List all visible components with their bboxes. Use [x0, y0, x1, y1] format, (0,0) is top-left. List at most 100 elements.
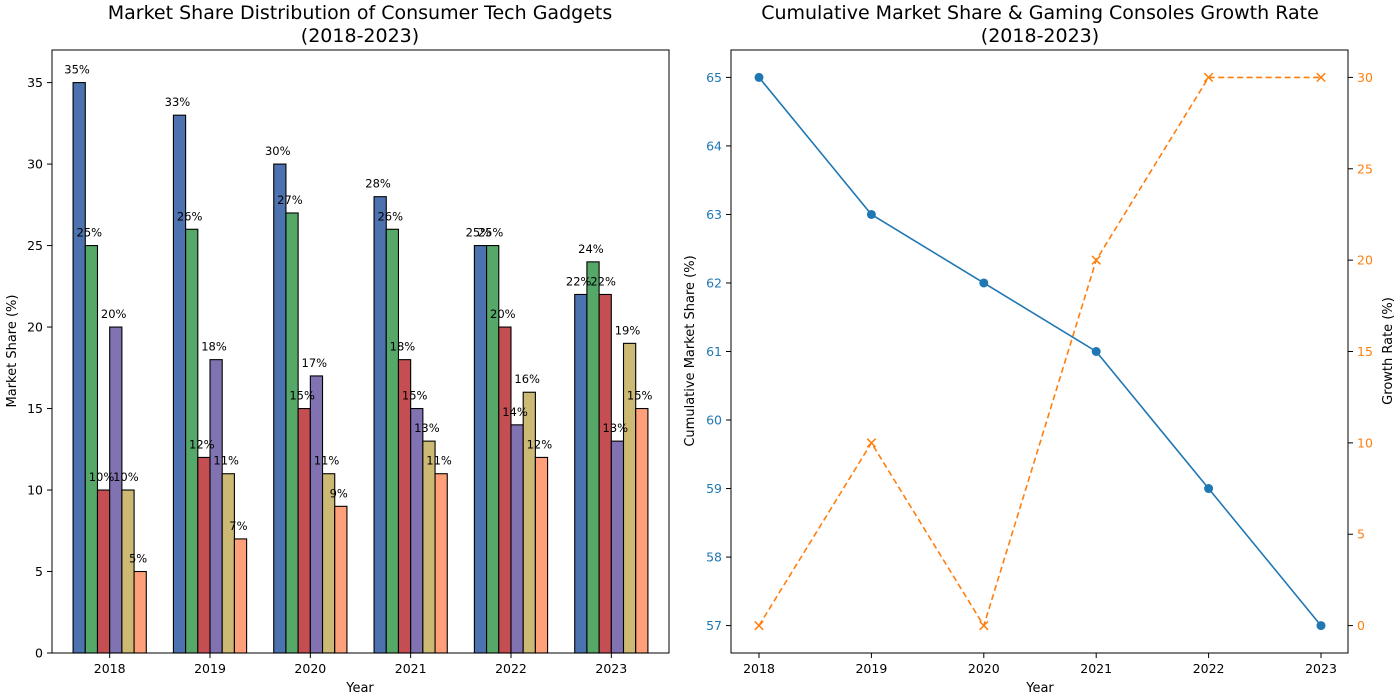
cumulative-share-marker: [1316, 621, 1326, 631]
bar: [334, 505, 348, 654]
bar: [233, 538, 248, 654]
bar-y-axis-label: Market Share (%): [5, 295, 20, 408]
cumulative-share-marker: [866, 209, 876, 219]
bar-data-label: 14%: [502, 405, 528, 419]
x-tick-label: 2019: [855, 661, 887, 676]
x-tick-label: 2018: [94, 661, 126, 676]
bar-data-label: 18%: [201, 340, 227, 354]
x-tick-label: 2023: [1305, 661, 1337, 676]
x-tick-label: 2022: [1193, 661, 1225, 676]
cumulative-share-line: [758, 76, 1322, 627]
bar-data-label: 35%: [64, 63, 90, 77]
bar-chart-subtitle: (2018-2023): [301, 25, 419, 47]
right-y-tick-label: 5: [1357, 527, 1365, 542]
bar: [610, 440, 625, 654]
x-tick-label: 2019: [194, 661, 226, 676]
line-right-y-ticks: 0 5 10 15 20 25 30: [1348, 70, 1373, 633]
bar: [321, 473, 336, 654]
bar: [197, 456, 211, 654]
line-left-y-ticks: 57 58 59 60 61 62 63 64 65: [706, 70, 731, 633]
bar-data-label: 10%: [89, 470, 115, 484]
x-tick-label: 2020: [294, 661, 326, 676]
bar-data-label: 22%: [566, 274, 592, 288]
x-tick-label: 2021: [1080, 661, 1112, 676]
bar-data-label: 30%: [265, 144, 291, 158]
line-x-axis-label: Year: [1025, 681, 1054, 696]
y-tick-label: 25: [27, 238, 43, 253]
bar-plot-frame: [51, 49, 670, 654]
bar: [121, 489, 135, 654]
bar-series-group: [72, 82, 649, 654]
bar-data-label: 22%: [590, 274, 616, 288]
bar-data-label: 20%: [101, 307, 127, 321]
line-plot-frame: [730, 49, 1349, 654]
line-x-ticks: 2018 2019 2020 2021 2022 2023: [743, 653, 1337, 676]
bar-data-label: 15%: [402, 389, 428, 403]
bar: [133, 570, 147, 654]
bar-y-ticks: 0 5 10 15 20 25 30 35: [27, 75, 52, 661]
cumulative-share-marker: [754, 72, 764, 82]
left-y-tick-label: 65: [706, 70, 722, 85]
bar-data-label: 24%: [578, 242, 604, 256]
left-y-tick-label: 58: [706, 550, 722, 565]
growth-rate-marker: [1203, 72, 1214, 83]
right-y-tick-label: 25: [1357, 161, 1373, 176]
bar-data-labels: 35% 25% 10% 20% 10% 5% 33% 26% 12% 18% 11% 7% 30% 27%…: [64, 63, 652, 566]
line-right-y-axis-label: Growth Rate (%): [1381, 297, 1396, 405]
y-tick-label: 35: [27, 75, 43, 90]
bar-data-label: 19%: [615, 323, 641, 337]
bar-data-label: 17%: [302, 356, 328, 370]
bar-data-label: 16%: [514, 372, 540, 386]
bar: [510, 424, 524, 654]
bar: [273, 163, 287, 654]
bar-data-label: 25%: [478, 226, 504, 240]
growth-rate-marker: [754, 620, 764, 631]
bar: [309, 375, 324, 654]
bar-data-label: 15%: [289, 389, 315, 403]
growth-rate-line: [758, 76, 1321, 628]
left-y-tick-label: 61: [706, 344, 722, 359]
y-tick-label: 30: [27, 157, 43, 172]
bar: [385, 228, 400, 654]
line-chart: Cumulative Market Share & Gaming Console…: [683, 2, 1396, 696]
bar: [96, 489, 111, 654]
bar: [209, 359, 223, 654]
left-y-tick-label: 62: [706, 275, 722, 290]
y-tick-label: 20: [27, 320, 43, 335]
bar-data-label: 5%: [129, 552, 147, 566]
bar: [422, 440, 436, 654]
bar: [221, 473, 235, 654]
bar-data-label: 13%: [414, 421, 440, 435]
left-y-tick-label: 64: [706, 138, 722, 153]
bar-data-label: 26%: [377, 209, 403, 223]
bar: [397, 359, 412, 654]
bar-data-label: 11%: [314, 454, 340, 468]
bar-data-label: 13%: [603, 421, 629, 435]
bar: [498, 326, 512, 654]
bar-data-label: 25%: [77, 226, 103, 240]
bar: [172, 114, 187, 654]
bar-data-label: 18%: [390, 340, 416, 354]
bar: [586, 261, 600, 654]
left-y-tick-label: 63: [706, 207, 722, 222]
bar-data-label: 12%: [189, 437, 215, 451]
left-y-tick-label: 60: [706, 413, 722, 428]
bar-x-ticks: 2018 2019 2020 2021 2022 2023: [94, 653, 627, 676]
x-tick-label: 2021: [395, 661, 427, 676]
y-tick-label: 10: [27, 483, 43, 498]
line-chart-subtitle: (2018-2023): [981, 25, 1099, 47]
right-y-tick-label: 10: [1357, 435, 1373, 450]
bar-x-axis-label: Year: [345, 681, 374, 696]
right-y-tick-label: 15: [1357, 344, 1373, 359]
right-y-tick-label: 30: [1357, 70, 1373, 85]
y-tick-label: 0: [35, 646, 43, 661]
bar-data-label: 28%: [365, 177, 391, 191]
bar: [534, 456, 549, 654]
bar-data-label: 11%: [426, 454, 452, 468]
bar: [410, 407, 424, 654]
bar-data-label: 9%: [330, 486, 348, 500]
bar: [109, 326, 123, 654]
right-y-tick-label: 20: [1357, 253, 1373, 268]
bar: [297, 407, 311, 654]
